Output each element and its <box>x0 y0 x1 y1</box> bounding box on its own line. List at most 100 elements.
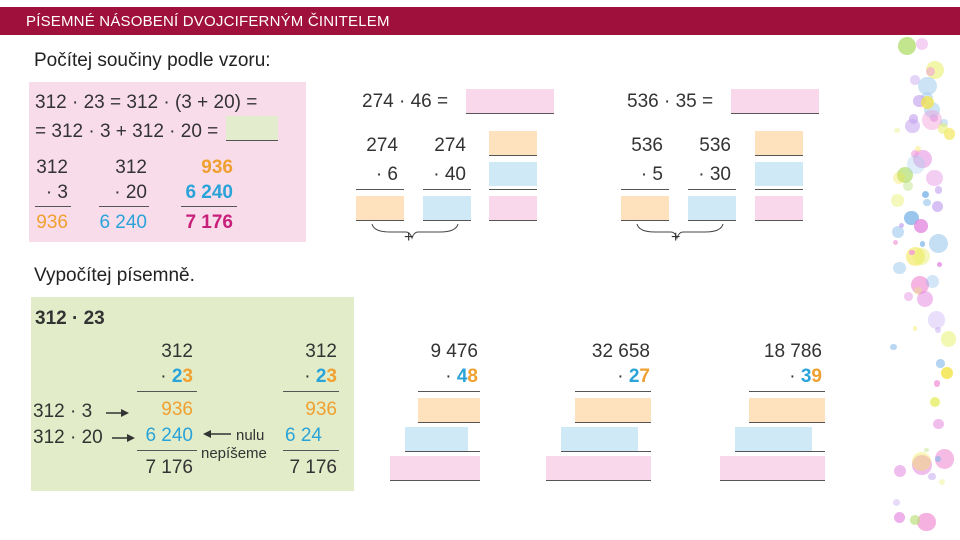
ex-left-line1 <box>137 391 197 392</box>
task-a-p1-line <box>418 422 480 423</box>
bokeh-dot <box>894 464 907 477</box>
bokeh-dot <box>940 331 956 347</box>
task2-brace <box>636 223 724 240</box>
bokeh-dot <box>911 454 932 475</box>
task1-col2-result-line <box>423 220 471 221</box>
ex-left-p1: 936 <box>161 399 193 420</box>
bokeh-dot <box>922 198 931 207</box>
task1-expression: 274 · 46 = <box>362 91 449 112</box>
bokeh-dot <box>904 292 914 302</box>
ex-left-sum: 7 176 <box>145 457 193 478</box>
task1-col1-result-box[interactable] <box>356 196 404 220</box>
task2-sum-box[interactable] <box>755 196 803 220</box>
task1-brace <box>371 223 459 240</box>
task-a-sum-box[interactable] <box>390 456 480 480</box>
bokeh-dot <box>898 37 917 56</box>
task1-sum-b-box[interactable] <box>489 162 537 186</box>
task2-sum-b-box[interactable] <box>755 162 803 186</box>
task-c-p2-box[interactable] <box>735 427 812 451</box>
col3-sum: 7 176 <box>185 212 233 233</box>
task2-sum-a-box[interactable] <box>755 131 803 155</box>
task-c-top: 18 786 <box>763 341 822 362</box>
task1-col2-mult: · 40 <box>433 164 466 185</box>
task-c-p1-line <box>749 422 825 423</box>
task1-col1-mult: · 6 <box>375 164 398 185</box>
task1-sum-line <box>489 220 537 221</box>
task2-answer-line <box>731 113 819 114</box>
col2-result: 6 240 <box>99 212 147 233</box>
task1-sum-box[interactable] <box>489 196 537 220</box>
task-b-sum-box[interactable] <box>546 456 651 480</box>
bokeh-dot <box>891 225 905 238</box>
bokeh-dot <box>944 128 956 140</box>
task1-col2-line <box>423 189 471 190</box>
bokeh-dot <box>926 66 936 76</box>
task1-col1-result-line <box>356 220 404 221</box>
note-line2: nepíšeme <box>201 445 267 462</box>
task-c-sum-line <box>720 480 825 481</box>
ex-right-line1 <box>283 391 339 392</box>
bokeh-dot <box>939 478 946 485</box>
bokeh-dot <box>909 249 915 256</box>
task-a-p1-box[interactable] <box>418 398 480 422</box>
answer-box[interactable] <box>226 116 278 140</box>
task2-col2-mult: · 30 <box>698 164 731 185</box>
task2-plus: + <box>671 229 681 246</box>
ex-right-top: 312 <box>305 341 337 362</box>
bokeh-dot <box>924 447 929 453</box>
bokeh-dot <box>929 234 949 254</box>
ex-left-top: 312 <box>161 341 193 362</box>
ex-left-p2: 6 240 <box>145 425 193 446</box>
answer-underline <box>226 140 278 141</box>
bokeh-dot <box>921 110 942 130</box>
bokeh-dot <box>926 169 943 187</box>
task2-col2-result-box[interactable] <box>688 196 736 220</box>
task2-sum-a-line <box>755 155 803 156</box>
example-line1: 312 · 23 = 312 · (3 + 20) = <box>35 92 258 113</box>
task1-sum-a-line <box>489 155 537 156</box>
row1-label: 312 · 3 <box>33 401 93 422</box>
header-bar: PÍSEMNÉ NÁSOBENÍ DVOJCIFERNÝM ČINITELEM <box>0 7 960 35</box>
task-c-sum-box[interactable] <box>720 456 825 480</box>
task2-col1-result-line <box>621 220 669 221</box>
bokeh-dot <box>933 419 944 430</box>
task-a-mult: · 48 <box>445 366 478 387</box>
ex-right-p2: 6 24 <box>285 425 322 446</box>
note-line1: nulu <box>236 427 265 444</box>
task-c-p1-box[interactable] <box>749 398 825 422</box>
bokeh-dot <box>892 261 906 275</box>
task1-answer-line <box>466 113 554 114</box>
task1-col1-line <box>356 189 404 190</box>
bokeh-dot <box>910 515 920 525</box>
task-c-mult: · 39 <box>789 366 822 387</box>
col1-mult: · 3 <box>45 182 68 203</box>
task1-sum-a-box[interactable] <box>489 131 537 155</box>
bokeh-dot <box>916 512 936 532</box>
ex-right-p1: 936 <box>305 399 337 420</box>
task-b-line1 <box>575 391 651 392</box>
task1-col2-top: 274 <box>434 135 466 156</box>
task-b-p2-line <box>561 451 651 452</box>
task2-answer-box[interactable] <box>731 89 819 113</box>
bokeh-dot <box>890 343 897 351</box>
ex-left-line2 <box>137 450 197 451</box>
task2-sum-b-line <box>755 189 803 190</box>
bokeh-dot <box>940 119 948 127</box>
task-c-line1 <box>749 391 825 392</box>
col1-result: 936 <box>36 212 68 233</box>
col2-line <box>99 206 149 207</box>
task-a-p2-box[interactable] <box>405 427 468 451</box>
task1-col2-result-box[interactable] <box>423 196 471 220</box>
task1-answer-box[interactable] <box>466 89 554 113</box>
example-title: 312 · 23 <box>35 308 105 329</box>
bokeh-dot <box>915 146 921 152</box>
bokeh-dot <box>918 76 937 96</box>
bokeh-dot <box>919 240 926 247</box>
task-b-top: 32 658 <box>591 341 650 362</box>
ex-left-mult: · 23 <box>160 366 193 387</box>
bokeh-dot <box>908 114 919 124</box>
task2-col1-result-box[interactable] <box>621 196 669 220</box>
task-c-p2-line <box>735 451 825 452</box>
task-b-p1-box[interactable] <box>575 398 651 422</box>
task-b-p2-box[interactable] <box>561 427 638 451</box>
